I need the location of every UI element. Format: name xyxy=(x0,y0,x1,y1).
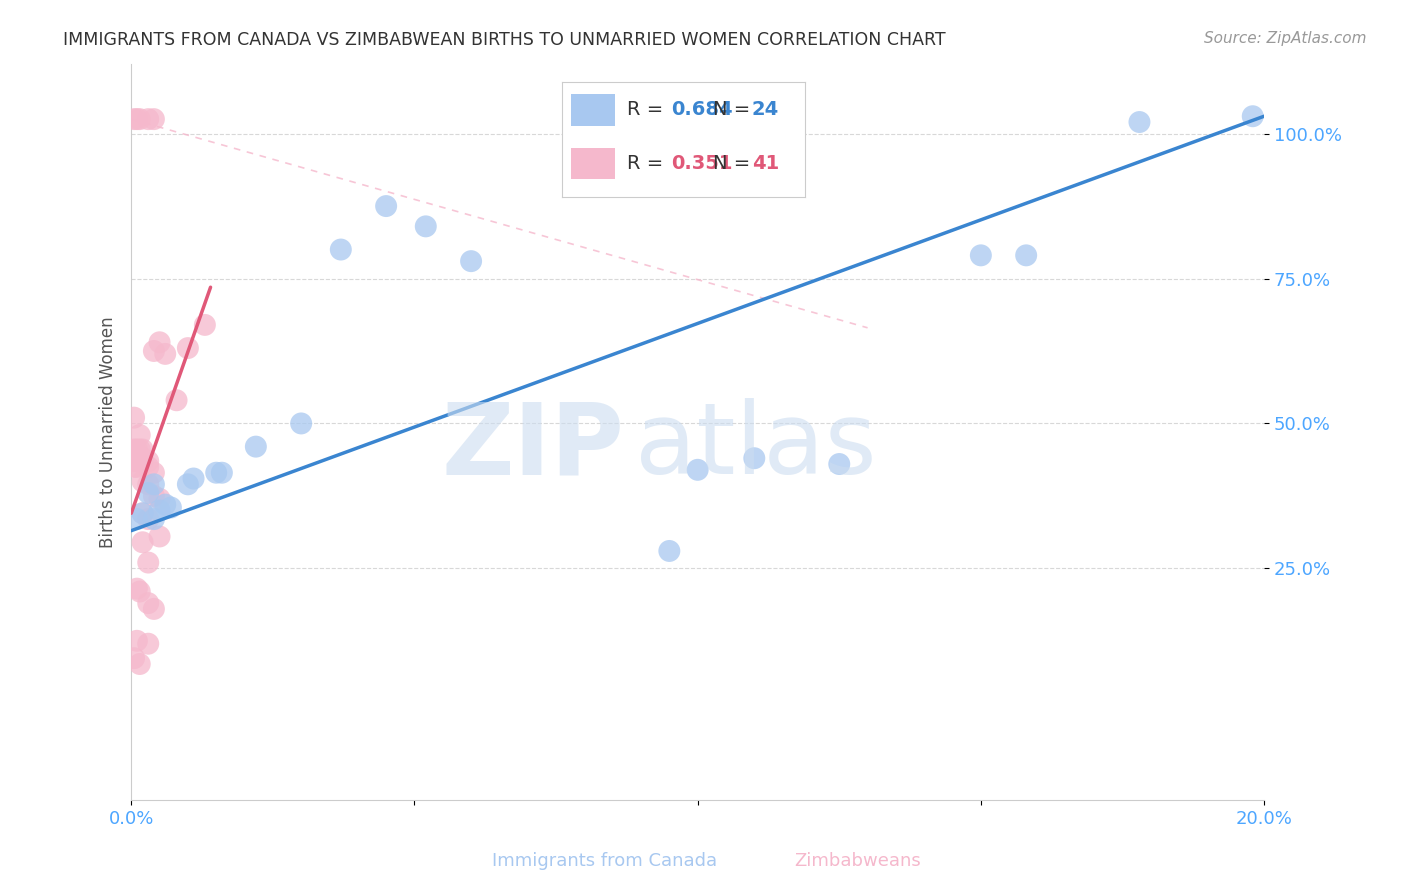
Point xyxy=(290,417,312,431)
Point xyxy=(136,454,159,468)
Point xyxy=(125,442,148,457)
Point xyxy=(136,459,159,474)
Point xyxy=(194,318,217,332)
Point xyxy=(136,477,159,491)
Point xyxy=(183,471,205,485)
Point xyxy=(122,454,145,468)
Point xyxy=(136,112,159,127)
Point xyxy=(970,248,993,262)
Point xyxy=(415,219,437,234)
Point xyxy=(460,254,482,268)
Point xyxy=(155,498,177,512)
Point xyxy=(131,475,153,489)
Point xyxy=(375,199,398,213)
Point xyxy=(148,491,170,506)
Point xyxy=(1015,248,1038,262)
Point xyxy=(131,442,153,457)
Point xyxy=(142,466,165,480)
Point xyxy=(122,651,145,665)
Point xyxy=(329,243,352,257)
Point xyxy=(136,486,159,500)
Point xyxy=(125,459,148,474)
Point xyxy=(122,442,145,457)
Point xyxy=(125,112,148,127)
Point xyxy=(122,459,145,474)
Point xyxy=(1241,109,1264,123)
Point xyxy=(160,500,183,515)
Text: Source: ZipAtlas.com: Source: ZipAtlas.com xyxy=(1204,31,1367,46)
Point xyxy=(125,512,148,526)
Point xyxy=(742,451,765,466)
Point xyxy=(131,451,153,466)
Point xyxy=(131,454,153,468)
Point xyxy=(136,512,159,526)
Point xyxy=(828,457,851,471)
Point xyxy=(142,477,165,491)
Text: Zimbabweans: Zimbabweans xyxy=(794,852,921,870)
Point xyxy=(142,343,165,358)
Point xyxy=(142,112,165,127)
Text: atlas: atlas xyxy=(636,399,877,495)
Point xyxy=(245,440,267,454)
Point xyxy=(128,657,150,671)
Text: ZIP: ZIP xyxy=(441,399,624,495)
Point xyxy=(155,347,177,361)
Y-axis label: Births to Unmarried Women: Births to Unmarried Women xyxy=(100,317,117,548)
Point xyxy=(122,112,145,127)
Point xyxy=(148,529,170,543)
Point xyxy=(131,506,153,520)
Point xyxy=(136,596,159,610)
Point xyxy=(148,335,170,350)
Point xyxy=(658,544,681,558)
Point xyxy=(177,341,200,355)
Point xyxy=(1128,115,1150,129)
Point xyxy=(131,535,153,549)
Point xyxy=(142,602,165,616)
Point xyxy=(122,410,145,425)
Point xyxy=(131,506,153,520)
Point xyxy=(148,503,170,517)
Point xyxy=(128,442,150,457)
Point xyxy=(136,637,159,651)
Point xyxy=(166,393,188,408)
Point xyxy=(125,582,148,596)
Point xyxy=(211,466,233,480)
Text: Immigrants from Canada: Immigrants from Canada xyxy=(492,852,717,870)
Point xyxy=(128,428,150,442)
Point xyxy=(177,477,200,491)
Point xyxy=(142,489,165,503)
Point xyxy=(125,454,148,468)
Point xyxy=(128,454,150,468)
Point xyxy=(205,466,228,480)
Point xyxy=(125,451,148,466)
Point xyxy=(136,556,159,570)
Point xyxy=(128,584,150,599)
Text: IMMIGRANTS FROM CANADA VS ZIMBABWEAN BIRTHS TO UNMARRIED WOMEN CORRELATION CHART: IMMIGRANTS FROM CANADA VS ZIMBABWEAN BIR… xyxy=(63,31,946,49)
Point xyxy=(122,448,145,462)
Point xyxy=(142,512,165,526)
Point xyxy=(128,112,150,127)
Point xyxy=(686,463,709,477)
Point xyxy=(125,633,148,648)
